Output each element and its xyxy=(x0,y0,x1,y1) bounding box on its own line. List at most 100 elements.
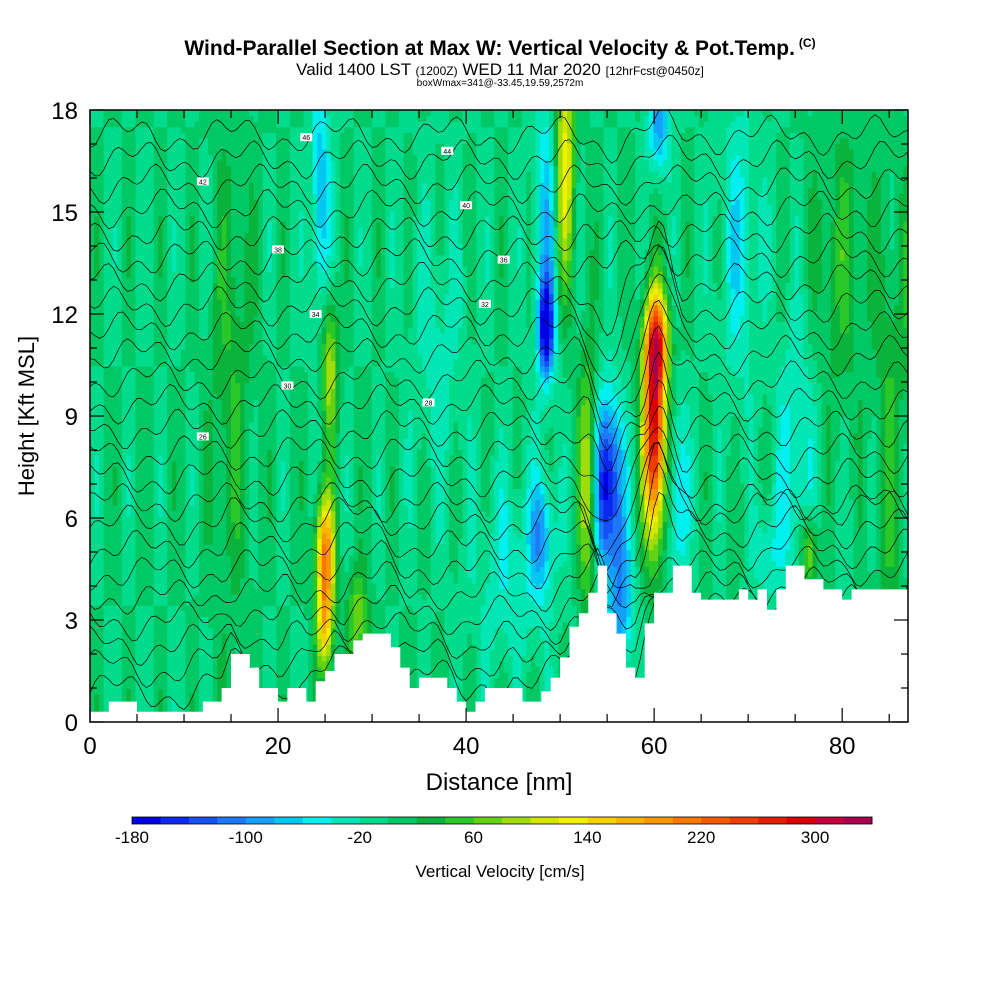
velocity-cell xyxy=(253,543,259,551)
velocity-cell xyxy=(194,215,200,222)
velocity-cell xyxy=(253,193,259,200)
velocity-cell xyxy=(171,493,177,501)
velocity-cell xyxy=(176,315,182,323)
velocity-cell xyxy=(221,176,227,183)
velocity-cell xyxy=(244,249,250,256)
velocity-cell xyxy=(171,605,177,612)
velocity-cell xyxy=(171,694,177,701)
velocity-cell xyxy=(226,488,232,495)
velocity-cell xyxy=(262,232,268,239)
velocity-cell xyxy=(208,649,214,656)
velocity-cell xyxy=(158,243,164,250)
velocity-cell xyxy=(208,499,214,506)
velocity-cell xyxy=(158,671,164,679)
velocity-cell xyxy=(176,193,182,200)
velocity-cell xyxy=(239,377,246,384)
velocity-cell xyxy=(262,399,268,406)
velocity-cell xyxy=(139,677,146,684)
velocity-cell xyxy=(235,210,241,217)
velocity-cell xyxy=(258,343,264,350)
velocity-cell xyxy=(185,677,191,684)
velocity-cell xyxy=(212,416,218,423)
velocity-cell xyxy=(176,377,182,384)
velocity-cell xyxy=(108,421,114,428)
velocity-cell xyxy=(221,516,227,523)
velocity-cell xyxy=(276,304,282,311)
velocity-cell xyxy=(253,566,259,573)
velocity-cell xyxy=(226,338,232,345)
velocity-cell xyxy=(167,265,173,272)
velocity-cell xyxy=(217,126,223,133)
velocity-cell xyxy=(208,271,214,278)
velocity-cell xyxy=(271,393,277,400)
velocity-cell xyxy=(230,332,237,339)
velocity-cell xyxy=(117,671,123,679)
velocity-cell xyxy=(230,326,237,334)
velocity-cell xyxy=(208,660,214,667)
velocity-cell xyxy=(94,338,100,345)
velocity-cell xyxy=(94,171,100,178)
velocity-cell xyxy=(130,649,137,656)
velocity-cell xyxy=(135,560,141,567)
velocity-cell xyxy=(253,377,259,384)
velocity-cell xyxy=(139,671,146,679)
velocity-cell xyxy=(249,421,255,428)
velocity-cell xyxy=(112,343,118,350)
velocity-cell xyxy=(185,143,191,150)
velocity-cell xyxy=(94,477,100,484)
velocity-cell xyxy=(271,354,277,361)
velocity-cell xyxy=(253,182,259,189)
velocity-cell xyxy=(171,349,177,356)
velocity-cell xyxy=(217,566,223,573)
velocity-cell xyxy=(208,621,214,629)
velocity-cell xyxy=(267,660,273,667)
velocity-cell xyxy=(244,588,250,595)
velocity-cell xyxy=(126,560,132,567)
velocity-cell xyxy=(135,315,141,323)
velocity-cell xyxy=(126,588,132,595)
velocity-cell xyxy=(212,555,218,562)
velocity-cell xyxy=(153,410,159,417)
velocity-cell xyxy=(130,577,137,584)
velocity-cell xyxy=(239,249,246,256)
velocity-cell xyxy=(153,449,159,456)
velocity-cell xyxy=(149,671,155,679)
velocity-cell xyxy=(235,460,241,467)
velocity-cell xyxy=(212,605,218,612)
velocity-cell xyxy=(94,482,100,489)
velocity-cell xyxy=(244,438,250,445)
velocity-cell xyxy=(176,321,182,328)
velocity-cell xyxy=(244,599,250,606)
velocity-cell xyxy=(271,577,277,584)
velocity-cell xyxy=(226,293,232,300)
velocity-cell xyxy=(158,171,164,178)
velocity-cell xyxy=(244,221,250,228)
velocity-cell xyxy=(176,416,182,423)
velocity-cell xyxy=(289,482,296,489)
velocity-cell xyxy=(103,660,109,667)
velocity-cell xyxy=(176,460,182,467)
velocity-cell xyxy=(130,321,137,328)
velocity-cell xyxy=(158,226,164,233)
velocity-cell xyxy=(194,527,200,534)
velocity-cell xyxy=(121,332,127,339)
velocity-cell xyxy=(239,165,246,172)
velocity-cell xyxy=(194,148,200,156)
velocity-cell xyxy=(212,187,218,195)
velocity-cell xyxy=(149,326,155,334)
velocity-cell xyxy=(149,466,155,473)
velocity-cell xyxy=(126,210,132,217)
velocity-cell xyxy=(203,137,209,144)
velocity-cell xyxy=(249,616,255,623)
velocity-cell xyxy=(189,254,196,261)
velocity-cell xyxy=(139,499,146,506)
velocity-cell xyxy=(276,288,282,295)
velocity-cell xyxy=(185,271,191,278)
velocity-cell xyxy=(262,310,268,317)
velocity-cell xyxy=(226,237,232,245)
velocity-cell xyxy=(208,282,214,289)
velocity-cell xyxy=(117,110,123,117)
velocity-cell xyxy=(180,243,187,250)
velocity-cell xyxy=(239,532,246,539)
velocity-cell xyxy=(203,243,209,250)
